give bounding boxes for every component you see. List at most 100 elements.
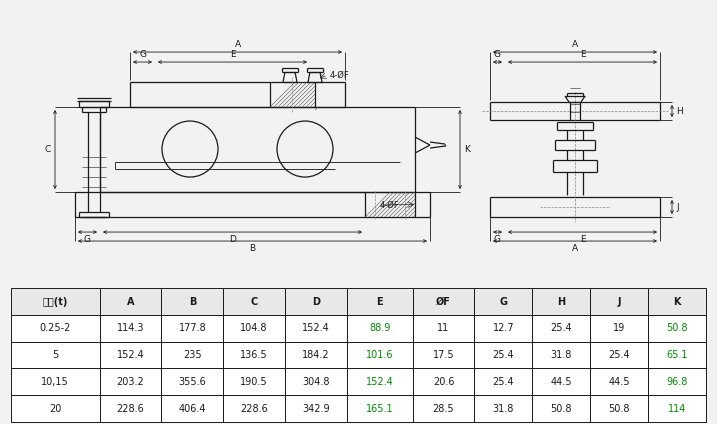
Text: D: D (229, 235, 236, 244)
Text: 4-ØF: 4-ØF (330, 70, 350, 80)
Bar (590, 368, 648, 395)
Text: A: A (572, 244, 578, 253)
Text: 31.8: 31.8 (551, 350, 572, 360)
Text: B: B (250, 244, 255, 253)
Text: 25.4: 25.4 (493, 350, 514, 360)
Text: G: G (84, 235, 91, 244)
Text: C: C (250, 297, 258, 307)
Bar (223, 315, 285, 342)
Text: A: A (127, 297, 134, 307)
Bar (223, 342, 285, 368)
Bar (161, 288, 223, 315)
Text: B: B (189, 297, 196, 307)
Bar (590, 395, 648, 422)
Text: 5: 5 (52, 350, 58, 360)
Text: 114: 114 (668, 404, 686, 413)
Text: 235: 235 (183, 350, 201, 360)
Bar (347, 288, 412, 315)
Bar (532, 342, 590, 368)
Bar (161, 368, 223, 395)
Text: 31.8: 31.8 (493, 404, 514, 413)
Text: A: A (234, 40, 241, 49)
Text: 152.4: 152.4 (302, 324, 330, 333)
Text: 228.6: 228.6 (240, 404, 268, 413)
Bar (11, 395, 100, 422)
Bar (285, 395, 347, 422)
Text: 136.5: 136.5 (240, 350, 268, 360)
Bar (412, 288, 475, 315)
Text: 114.3: 114.3 (117, 324, 144, 333)
Text: G: G (139, 50, 146, 59)
Bar (590, 342, 648, 368)
Text: 165.1: 165.1 (366, 404, 394, 413)
Text: 50.8: 50.8 (551, 404, 572, 413)
Bar (11, 315, 100, 342)
Bar (347, 368, 412, 395)
Bar (475, 368, 532, 395)
Bar (648, 342, 706, 368)
Bar (532, 288, 590, 315)
Text: 25.4: 25.4 (493, 377, 514, 387)
Bar (648, 288, 706, 315)
Text: K: K (464, 145, 470, 154)
Text: ØF: ØF (436, 297, 451, 307)
Text: 50.8: 50.8 (609, 404, 630, 413)
Text: G: G (494, 50, 501, 59)
Bar (100, 395, 161, 422)
Text: A: A (572, 40, 578, 49)
Text: 19: 19 (613, 324, 625, 333)
Text: G: G (500, 297, 508, 307)
Text: 12.7: 12.7 (493, 324, 514, 333)
Text: 190.5: 190.5 (240, 377, 268, 387)
Text: H: H (557, 297, 566, 307)
Bar (475, 315, 532, 342)
Text: C: C (44, 145, 51, 154)
Bar (100, 315, 161, 342)
Bar (475, 288, 532, 315)
Bar (590, 315, 648, 342)
Text: 304.8: 304.8 (303, 377, 330, 387)
Text: K: K (673, 297, 681, 307)
Bar (532, 368, 590, 395)
Bar (161, 315, 223, 342)
Text: 203.2: 203.2 (117, 377, 144, 387)
Bar (100, 368, 161, 395)
Text: 228.6: 228.6 (117, 404, 144, 413)
Text: 44.5: 44.5 (551, 377, 572, 387)
Text: 50.8: 50.8 (667, 324, 688, 333)
Bar (412, 315, 475, 342)
Text: 406.4: 406.4 (179, 404, 206, 413)
Text: 44.5: 44.5 (609, 377, 630, 387)
Bar (11, 342, 100, 368)
Bar (648, 395, 706, 422)
Bar (347, 342, 412, 368)
Text: 152.4: 152.4 (366, 377, 394, 387)
Bar (590, 288, 648, 315)
Text: 容量(t): 容量(t) (42, 297, 68, 307)
Text: D: D (312, 297, 320, 307)
Bar (347, 315, 412, 342)
Bar (161, 342, 223, 368)
Text: J: J (676, 203, 678, 212)
Text: 342.9: 342.9 (302, 404, 330, 413)
Bar (412, 395, 475, 422)
Text: 184.2: 184.2 (302, 350, 330, 360)
Bar (285, 342, 347, 368)
Bar (412, 342, 475, 368)
Bar (11, 288, 100, 315)
Bar (223, 288, 285, 315)
Bar (223, 368, 285, 395)
Text: 25.4: 25.4 (609, 350, 630, 360)
Bar (285, 288, 347, 315)
Bar (285, 315, 347, 342)
Bar (100, 342, 161, 368)
Text: 96.8: 96.8 (667, 377, 688, 387)
Bar (475, 395, 532, 422)
Text: E: E (579, 235, 585, 244)
Text: J: J (617, 297, 621, 307)
Text: E: E (579, 50, 585, 59)
Bar (648, 315, 706, 342)
Text: 28.5: 28.5 (432, 404, 455, 413)
Text: 20.6: 20.6 (433, 377, 455, 387)
Text: 104.8: 104.8 (240, 324, 268, 333)
